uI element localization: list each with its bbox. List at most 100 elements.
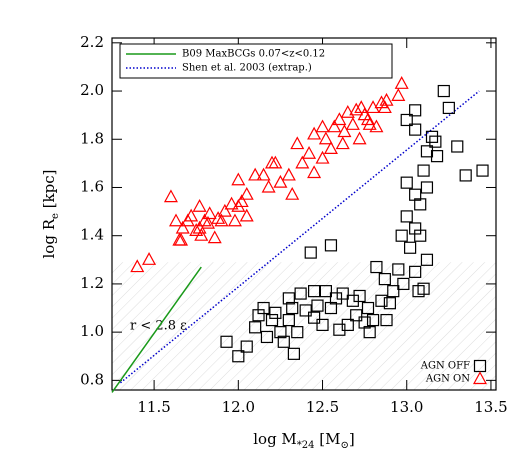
square-marker	[249, 321, 262, 334]
legend-box	[119, 43, 393, 79]
x-tick-label: 13.0	[390, 398, 423, 416]
square-marker	[240, 340, 253, 353]
triangle-marker	[174, 232, 189, 246]
square-marker	[380, 313, 393, 327]
triangle-marker	[345, 117, 360, 130]
triangle-marker	[379, 92, 394, 106]
square-marker	[353, 289, 366, 303]
y-tick-label: 1.4	[80, 226, 104, 244]
triangle-marker	[227, 213, 242, 227]
triangle-marker	[360, 112, 376, 126]
label-part: ⊙	[341, 440, 349, 451]
square-marker	[257, 301, 270, 315]
triangle-marker	[391, 88, 406, 101]
square-marker	[442, 101, 455, 115]
triangle-marker	[142, 252, 157, 265]
square-marker	[383, 297, 396, 310]
x-tick-label: 12.0	[222, 398, 255, 416]
square-marker	[437, 84, 450, 98]
x-axis-label: log M*24 [M⊙]	[253, 430, 355, 451]
square-marker	[350, 309, 363, 322]
square-marker	[414, 198, 427, 211]
triangle-marker	[285, 186, 300, 200]
triangle-marker	[207, 230, 222, 244]
triangle-marker	[248, 167, 263, 181]
square-marker	[430, 150, 444, 163]
square-marker	[329, 292, 343, 305]
triangle-marker	[217, 203, 232, 217]
triangle-marker	[202, 206, 217, 220]
square-marker	[299, 304, 312, 317]
square-marker	[459, 169, 472, 182]
square-marker	[316, 318, 329, 332]
square-marker	[425, 130, 439, 143]
triangle-marker	[349, 102, 364, 116]
triangle-marker	[231, 172, 246, 186]
square-marker	[397, 277, 410, 291]
square-marker	[282, 292, 295, 305]
square-marker	[400, 210, 413, 223]
triangle-marker	[239, 208, 254, 222]
y-tick-label: 2.2	[80, 33, 104, 51]
triangle-marker	[352, 131, 367, 145]
square-marker	[420, 145, 434, 158]
triangle-marker	[362, 117, 377, 130]
triangle-marker	[290, 136, 305, 150]
square-marker	[429, 135, 442, 148]
triangle-marker	[273, 174, 288, 188]
triangle-marker	[180, 213, 195, 227]
legend-label: AGN ON	[425, 374, 470, 385]
square-marker	[220, 335, 233, 348]
triangle-marker	[323, 141, 338, 155]
triangle-marker	[234, 194, 249, 208]
legend-label: Shen et al. 2003 (extrap.)	[182, 63, 312, 74]
triangle-marker	[394, 76, 409, 89]
shaded-region	[112, 262, 496, 390]
triangle-marker	[189, 223, 204, 236]
triangle-marker	[231, 199, 246, 212]
square-marker	[324, 239, 338, 252]
y-tick-label: 1.8	[80, 129, 104, 147]
triangle-marker	[315, 150, 330, 164]
x-tick-label: 12.5	[306, 398, 339, 416]
square-marker	[400, 113, 413, 127]
triangle-marker	[369, 119, 384, 133]
square-marker	[387, 285, 400, 298]
square-marker	[370, 260, 383, 274]
y-tick-label: 0.8	[80, 370, 104, 388]
legend-label: B09 MaxBCGs 0.07<z<0.12	[182, 49, 325, 60]
square-marker	[265, 313, 279, 327]
square-marker	[395, 229, 408, 242]
triangle-marker	[377, 100, 392, 114]
triangle-marker	[366, 100, 381, 114]
square-marker	[417, 164, 430, 177]
triangle-marker	[163, 189, 178, 203]
plot-frame	[111, 37, 497, 391]
square-marker	[404, 241, 417, 254]
triangle-marker	[224, 196, 239, 210]
triangle-marker	[239, 186, 254, 200]
square-marker	[363, 326, 376, 339]
triangle-marker	[335, 136, 350, 150]
line	[119, 90, 480, 384]
square-marker	[282, 313, 295, 327]
label-part: [M	[315, 430, 341, 448]
square-marker	[232, 350, 245, 363]
label-part: log M	[253, 430, 297, 448]
square-marker	[378, 272, 391, 286]
square-marker	[392, 263, 405, 276]
square-marker	[308, 285, 321, 298]
square-marker	[294, 287, 307, 300]
legend-marker	[472, 371, 488, 385]
triangle-marker	[192, 199, 207, 212]
triangle-marker	[256, 167, 271, 181]
x-tick-label: 13.5	[474, 398, 507, 416]
square-marker	[361, 301, 375, 315]
triangle-marker	[354, 100, 369, 114]
square-marker	[311, 299, 324, 312]
square-marker	[341, 318, 354, 332]
square-marker	[346, 294, 359, 307]
triangle-marker	[281, 167, 296, 181]
triangle-marker	[211, 211, 226, 224]
